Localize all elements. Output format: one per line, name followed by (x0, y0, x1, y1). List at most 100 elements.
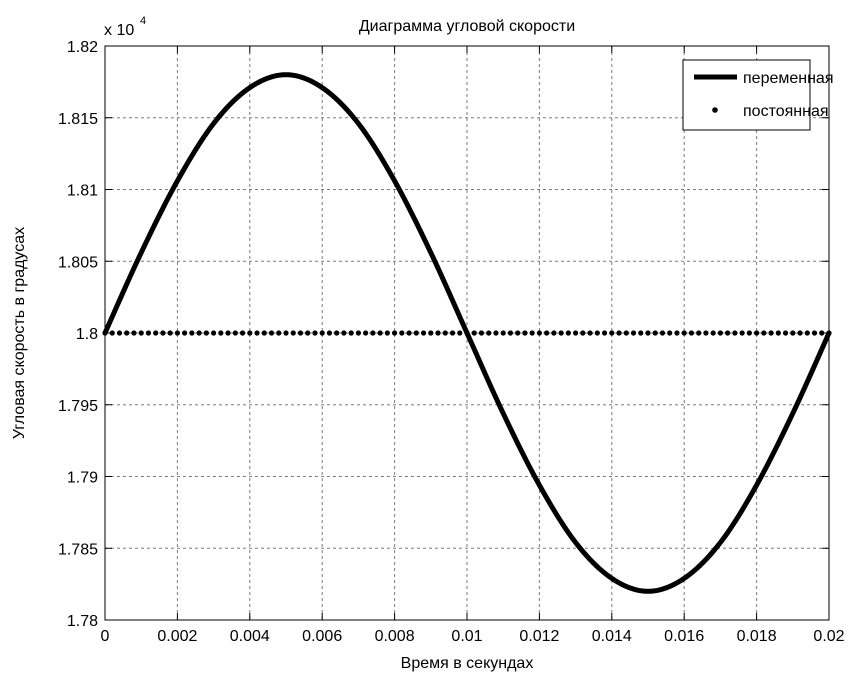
series-constant-point (370, 330, 376, 336)
series-constant-point (507, 330, 514, 336)
series-constant-point (558, 330, 564, 336)
series-constant-point (406, 330, 412, 336)
series-constant-point (471, 330, 477, 336)
series-constant-point (348, 330, 354, 336)
series-constant-point (594, 330, 600, 336)
x-tick-label: 0.004 (230, 628, 270, 645)
y-tick-label: 1.79 (67, 470, 98, 487)
y-axis-label: Угловая скорость в градусах (11, 227, 28, 439)
series-constant-point (334, 330, 340, 336)
legend: переменная постоянная (682, 59, 834, 131)
series-constant-point (268, 330, 275, 336)
series-constant-point (312, 330, 318, 336)
series-constant-point (160, 330, 166, 336)
series-constant-point (638, 330, 644, 336)
y-multiplier-base: x 10 (104, 22, 134, 39)
series-constant-point (609, 330, 615, 336)
series-constant-point (464, 330, 470, 336)
series-constant-point (775, 330, 781, 336)
series-constant-point (420, 330, 427, 336)
x-tick-label: 0.008 (375, 628, 415, 645)
series-constant-point (580, 330, 586, 336)
series-constant-point (167, 330, 173, 336)
series-constant-point (392, 330, 398, 336)
series-constant-point (442, 330, 448, 336)
series-constant-point (493, 330, 499, 336)
x-tick-label: 0.002 (157, 628, 197, 645)
series-constant-point (732, 330, 738, 336)
y-tick-label: 1.8 (76, 326, 98, 343)
y-tick-label: 1.78 (67, 613, 98, 630)
series-constant-point (276, 330, 282, 336)
series-constant-point (811, 330, 818, 336)
series-constant-point (681, 330, 687, 336)
series-constant-point (138, 330, 144, 336)
series-constant-point (768, 330, 774, 336)
series-constant-point (196, 330, 202, 336)
series-constant-point (739, 330, 745, 336)
x-tick-label: 0.018 (737, 628, 777, 645)
series-constant-point (674, 330, 680, 336)
series-constant-point (782, 330, 789, 336)
series-constant-point (319, 330, 325, 336)
series-constant-point (297, 330, 304, 336)
x-tick-label: 0 (101, 628, 110, 645)
series-constant-point (326, 330, 333, 336)
series-constant-point (384, 330, 390, 336)
series-constant-point (725, 330, 731, 336)
series-constant-point (659, 330, 666, 336)
series-constant-point (790, 330, 796, 336)
series-constant-point (754, 330, 760, 336)
series-constant-point (290, 330, 296, 336)
series-constant-point (261, 330, 267, 336)
series-constant-point (189, 330, 195, 336)
series-constant-point (413, 330, 419, 336)
series-constant-point (565, 330, 571, 336)
series-constant-point (478, 330, 485, 336)
series-constant-point (355, 330, 361, 336)
series-constant-point (696, 330, 702, 336)
series-constant-point (218, 330, 224, 336)
series-constant-point (761, 330, 767, 336)
series-constant-point (153, 330, 159, 336)
legend-sample-constant (712, 107, 718, 113)
series-constant-point (341, 330, 347, 336)
legend-label-variable: переменная (743, 70, 834, 87)
series-constant-point (804, 330, 810, 336)
series-layer (102, 72, 832, 594)
series-constant-point (630, 330, 637, 336)
series-constant-point (203, 330, 209, 336)
series-constant-point (211, 330, 217, 336)
series-constant-point (819, 330, 825, 336)
legend-label-constant: постоянная (743, 103, 829, 120)
series-constant-point (587, 330, 593, 336)
axis-ticks: 0 0.002 0.004 0.006 0.008 0.01 0.012 0.014 0.016… (58, 39, 845, 645)
x-tick-label: 0.01 (451, 628, 482, 645)
series-constant-point (457, 330, 463, 336)
series-constant-point (305, 330, 311, 336)
series-constant-point (688, 330, 695, 336)
series-constant-point (551, 330, 557, 336)
chart-title: Диаграмма угловой скорости (359, 18, 575, 35)
legend-box (682, 59, 811, 131)
y-tick-label: 1.82 (67, 39, 98, 56)
series-constant-point (717, 330, 724, 336)
series-constant-point (247, 330, 253, 336)
y-tick-label: 1.815 (58, 111, 98, 128)
series-constant-point (522, 330, 528, 336)
series-constant-point (145, 330, 152, 336)
series-constant-point (544, 330, 550, 336)
series-constant-point (536, 330, 543, 336)
x-tick-label: 0.006 (302, 628, 342, 645)
series-constant-point (131, 330, 137, 336)
series-constant-point (703, 330, 709, 336)
series-constant-point (616, 330, 622, 336)
series-constant-point (515, 330, 521, 336)
y-tick-label: 1.785 (58, 541, 98, 558)
series-constant-point (435, 330, 441, 336)
series-constant-point (486, 330, 492, 336)
series-constant-point (500, 330, 506, 336)
series-constant-point (232, 330, 238, 336)
series-constant-point (529, 330, 535, 336)
